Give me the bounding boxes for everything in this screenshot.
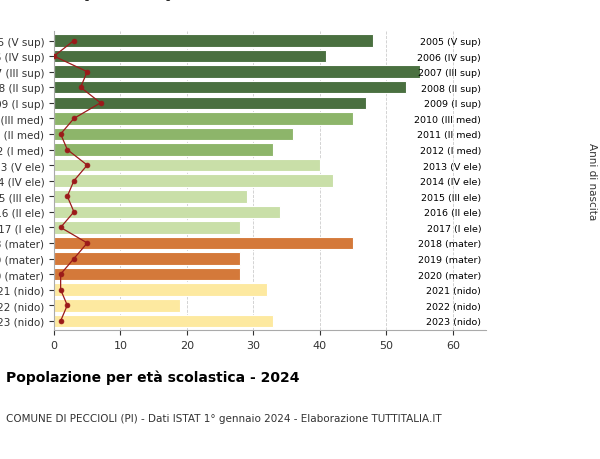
Bar <box>54 160 320 172</box>
Bar <box>54 190 247 203</box>
Bar <box>54 97 367 110</box>
Bar <box>54 237 353 250</box>
Bar <box>54 144 274 157</box>
Bar <box>54 206 280 218</box>
Bar <box>54 51 326 63</box>
Bar <box>54 82 406 94</box>
Bar <box>54 129 293 141</box>
Bar <box>54 35 373 48</box>
Bar <box>54 299 180 312</box>
Bar <box>54 66 419 79</box>
Text: Anni di nascita: Anni di nascita <box>587 143 597 220</box>
Text: Popolazione per età scolastica - 2024: Popolazione per età scolastica - 2024 <box>6 369 299 384</box>
Bar <box>54 175 333 188</box>
Legend: Sec. II grado, Sec. I grado, Scuola Primaria, Scuola Infanzia, Asilo Nido, Stran: Sec. II grado, Sec. I grado, Scuola Prim… <box>37 0 524 1</box>
Bar <box>54 253 240 265</box>
Bar <box>54 222 240 234</box>
Bar <box>54 269 240 281</box>
Bar <box>54 113 353 125</box>
Bar <box>54 315 274 327</box>
Text: COMUNE DI PECCIOLI (PI) - Dati ISTAT 1° gennaio 2024 - Elaborazione TUTTITALIA.I: COMUNE DI PECCIOLI (PI) - Dati ISTAT 1° … <box>6 413 442 423</box>
Bar <box>54 284 266 297</box>
